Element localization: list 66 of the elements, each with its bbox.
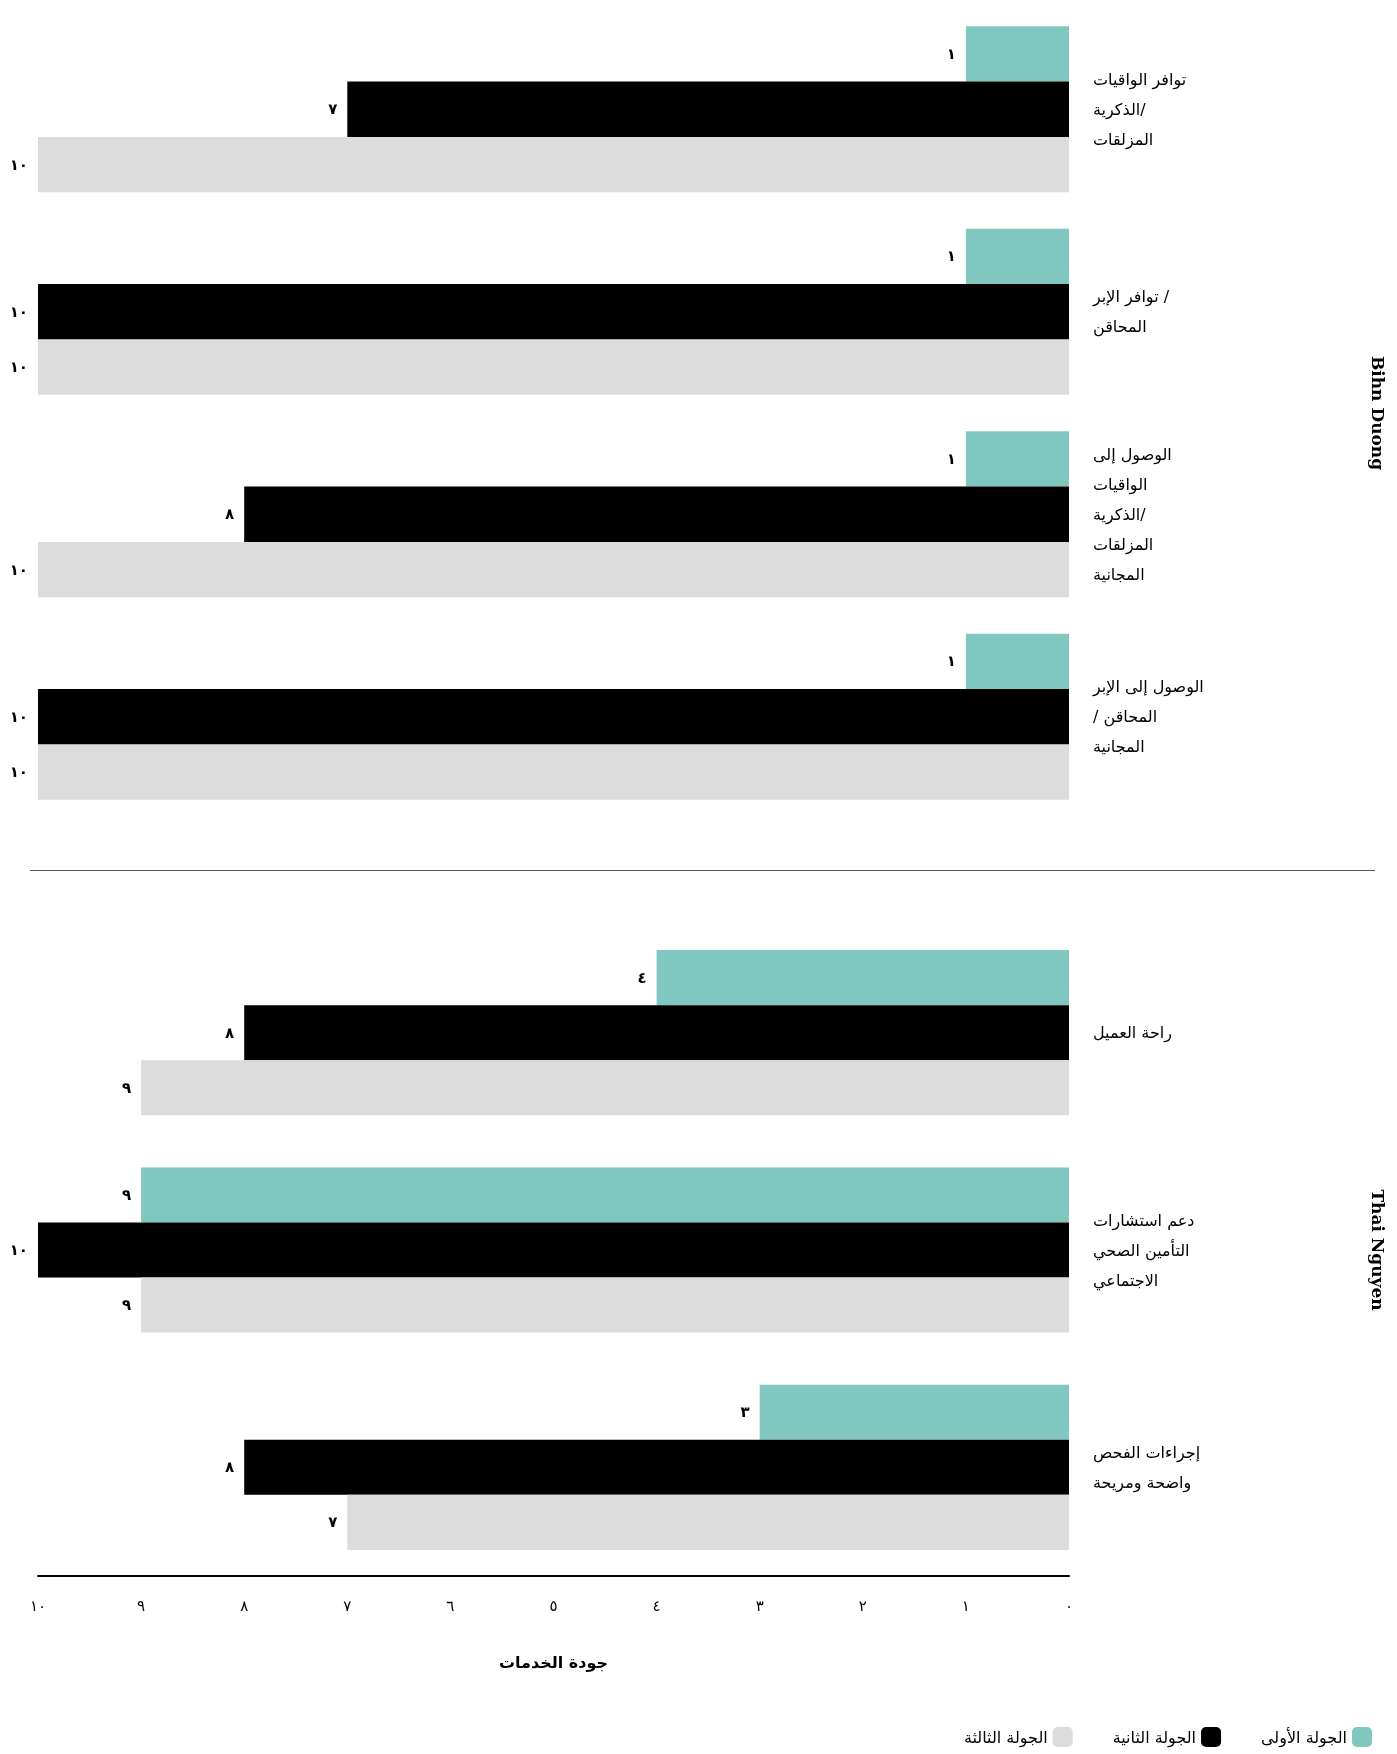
data-label: ٤ (637, 968, 647, 987)
bar (141, 1277, 1069, 1333)
y-tick-label: راحة العميل (1093, 1023, 1172, 1044)
bar (38, 744, 1069, 800)
bar (965, 633, 1069, 690)
y-tick-label: الوصول إلى الواقيات الذكرية/ المزلقات المجانية (1093, 444, 1177, 584)
bar (141, 1060, 1069, 1116)
data-label: ٩ (121, 1185, 132, 1204)
x-axis-title: جودة الخدمات (498, 1652, 609, 1672)
data-label: ٧ (328, 1513, 338, 1532)
data-label: ١٠ (9, 302, 28, 321)
legend-label: الجولة الثانية (1112, 1727, 1197, 1748)
x-tick-label: ٢ (858, 1596, 867, 1615)
bar (347, 1494, 1069, 1550)
x-tick-label: ١٠ (29, 1596, 47, 1615)
data-label: ١ (946, 652, 956, 671)
data-label: ٨ (225, 1023, 235, 1042)
bar (965, 431, 1069, 487)
y-tick-label: توافر الإبر / المحاقن (1092, 287, 1175, 338)
data-label: ١ (946, 449, 956, 468)
legend-label: الجولة الثالثة (963, 1727, 1048, 1748)
bar (38, 1222, 1069, 1278)
x-tick-label: ٨ (240, 1596, 249, 1615)
y-tick-label: الوصول إلى الإبر/ المحاقن المجانية (1092, 677, 1204, 757)
y-axis-title: Bihn Duong (1367, 355, 1388, 471)
bar (965, 228, 1069, 285)
data-label: ١٠ (9, 560, 28, 579)
x-tick-label: ٠ (1064, 1596, 1074, 1615)
bar (38, 541, 1069, 598)
data-label: ٩ (121, 1078, 132, 1097)
bar (38, 136, 1069, 193)
bar (244, 1005, 1069, 1061)
data-label: ١٠ (9, 358, 28, 377)
x-tick-label: ٣ (755, 1596, 764, 1615)
data-label: ١ (946, 44, 956, 63)
y-tick-label: إجراءات الفحص واضحة ومريحة (1093, 1442, 1206, 1493)
bar (965, 26, 1069, 82)
data-label: ٨ (225, 505, 235, 524)
x-tick-label: ١ (961, 1596, 970, 1615)
data-label: ٩ (121, 1296, 132, 1315)
y-tick-label: دعم استشارات التأمين الصحي الاجتماعي (1093, 1210, 1200, 1291)
data-label: ٧ (328, 100, 338, 119)
bar (38, 339, 1069, 395)
x-tick-label: ٤ (652, 1596, 661, 1615)
data-label: ٨ (225, 1458, 235, 1477)
x-tick-label: ٩ (137, 1596, 146, 1615)
data-label: ١٠ (9, 763, 28, 782)
y-tick-label: توافر الواقيات الذكرية/ المزلقات (1093, 69, 1192, 150)
x-tick-label: ٥ (549, 1596, 558, 1615)
data-label: ١٠ (9, 1241, 28, 1259)
x-tick-label: ٧ (343, 1596, 352, 1615)
bar (244, 1439, 1069, 1495)
bar (38, 689, 1069, 745)
bar (347, 81, 1069, 137)
y-axis-title: Thai Nguyen (1367, 1189, 1388, 1311)
data-label: ١ (946, 247, 956, 266)
x-tick-label: ٦ (446, 1596, 455, 1615)
data-label: ١٠ (9, 155, 28, 174)
data-label: ٣ (740, 1403, 750, 1422)
legend-label: الجولة الأولى (1261, 1726, 1347, 1748)
data-label: ١٠ (9, 707, 28, 726)
bar (656, 950, 1069, 1006)
bar (141, 1167, 1069, 1223)
bar (244, 486, 1069, 542)
bar (759, 1384, 1069, 1440)
bar (38, 284, 1069, 340)
